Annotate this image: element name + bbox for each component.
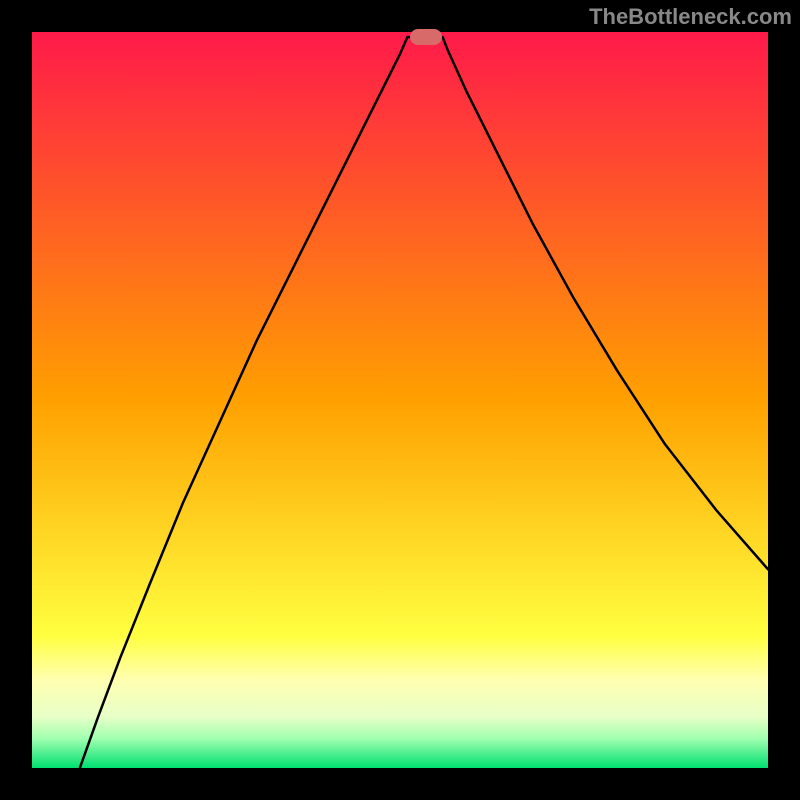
bottleneck-curve <box>32 32 768 768</box>
plot-area <box>32 32 768 768</box>
watermark-text: TheBottleneck.com <box>589 4 792 30</box>
chart-container: TheBottleneck.com <box>0 0 800 800</box>
minimum-marker <box>410 29 442 45</box>
